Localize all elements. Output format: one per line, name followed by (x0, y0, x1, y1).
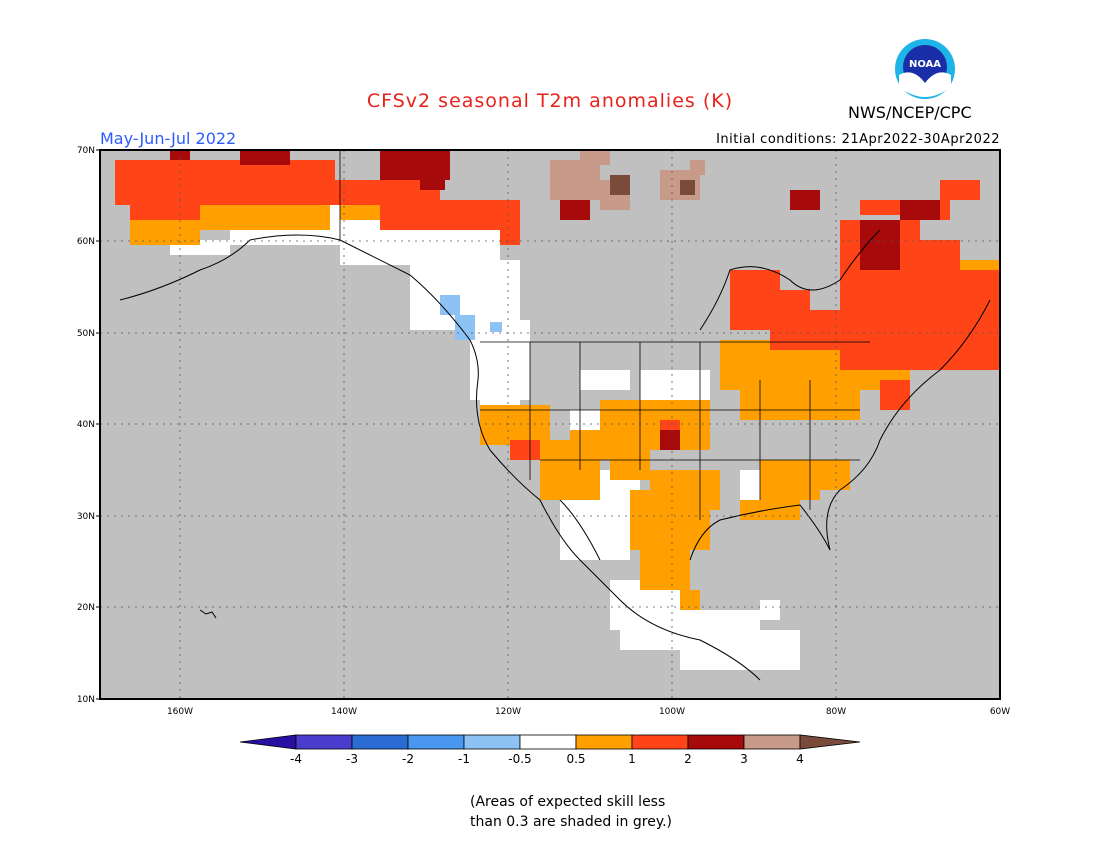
lat-label: 30N (77, 512, 95, 522)
dark-red-anomaly-regions (170, 150, 940, 450)
colorbar-max-arrow (799, 734, 861, 750)
colorbar-label: -4 (290, 752, 302, 766)
colorbar-segment (687, 734, 745, 750)
colorbar-label: 2 (684, 752, 692, 766)
lat-label: 40N (77, 420, 95, 430)
colorbar-segment (351, 734, 409, 750)
lon-label: 80W (826, 707, 846, 717)
lon-label: 140W (331, 707, 357, 717)
colorbar-label: -2 (402, 752, 414, 766)
graticule (100, 150, 1000, 699)
coastlines (119, 229, 991, 681)
noaa-logo: NOAA (895, 39, 955, 99)
colorbar-min-arrow (239, 734, 297, 750)
colorbar-segment (407, 734, 465, 750)
colorbar-label: -1 (458, 752, 470, 766)
colorbar-label: 3 (740, 752, 748, 766)
colorbar-segment (743, 734, 801, 750)
colorbar-label: -3 (346, 752, 358, 766)
colorbar-label: -0.5 (508, 752, 531, 766)
colorbar: -4 -3 -2 -1 -0.5 0.5 1 2 3 4 (239, 734, 861, 766)
lon-label: 160W (167, 707, 193, 717)
colorbar-label: 0.5 (566, 752, 585, 766)
colorbar-segment (463, 734, 521, 750)
lat-label: 10N (77, 695, 95, 705)
season-label: May-Jun-Jul 2022 (100, 129, 237, 148)
colorbar-segment (519, 734, 577, 750)
lon-label: 100W (659, 707, 685, 717)
skill-note-line-1: (Areas of expected skill less (470, 794, 666, 810)
dark-brown-anomaly-regions (610, 175, 695, 195)
org-label: NWS/NCEP/CPC (848, 103, 972, 122)
chart-title: CFSv2 seasonal T2m anomalies (K) (366, 90, 734, 112)
skill-note-line-2: than 0.3 are shaded in grey.) (470, 814, 673, 830)
lat-label: 20N (77, 603, 95, 613)
lat-label: 50N (77, 329, 95, 339)
red-orange-anomaly-regions (115, 160, 1000, 460)
skill-note: (Areas of expected skill less than 0.3 a… (470, 792, 672, 832)
colorbar-label: 1 (628, 752, 636, 766)
colorbar-segment (631, 734, 689, 750)
colorbar-segment (575, 734, 633, 750)
lat-label: 70N (77, 146, 95, 156)
noaa-logo-text: NOAA (909, 59, 941, 70)
longitude-labels: 160W 140W 120W 100W 80W 60W (167, 707, 1010, 717)
lon-label: 60W (990, 707, 1010, 717)
lat-label: 60N (77, 237, 95, 247)
state-borders (339, 150, 870, 520)
initial-conditions-label: Initial conditions: 21Apr2022-30Apr2022 (716, 132, 1000, 147)
latitude-labels: 70N 60N 50N 40N 30N 20N 10N (77, 146, 100, 705)
colorbar-segment (295, 734, 353, 750)
colorbar-label: 4 (796, 752, 804, 766)
lon-label: 120W (495, 707, 521, 717)
